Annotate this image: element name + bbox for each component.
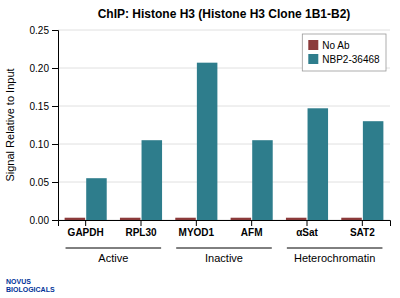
x-tick-mark — [196, 220, 197, 226]
y-tick: 0.00 — [30, 215, 58, 226]
legend-swatch — [308, 54, 318, 64]
y-tick: 0.10 — [30, 139, 58, 150]
legend-item: No Ab — [308, 40, 350, 51]
x-tick: MYOD1 — [179, 220, 215, 238]
x-tick: αSat — [296, 220, 318, 238]
bar — [120, 218, 141, 220]
chart: 0.00 0.05 0.10 0.15 0.20 0.25 GAPDH RPL30 MYOD1 A… — [0, 0, 400, 298]
bar — [65, 218, 86, 220]
bar — [197, 63, 218, 220]
y-tick-mark — [52, 144, 58, 145]
y-tick-label: 0.25 — [30, 25, 50, 36]
y-tick-label: 0.05 — [30, 177, 50, 188]
y-tick-mark — [52, 182, 58, 183]
x-axis-line — [59, 221, 391, 227]
x-tick-mark — [141, 220, 142, 226]
x-tick: GAPDH — [68, 220, 104, 238]
y-tick: 0.25 — [30, 25, 58, 36]
x-tick-label: RPL30 — [125, 227, 157, 238]
y-tick-mark — [52, 106, 58, 107]
legend-label: No Ab — [322, 40, 350, 51]
x-tick: RPL30 — [125, 220, 157, 238]
group-bracket — [176, 248, 272, 249]
bar — [363, 121, 384, 220]
bar — [86, 178, 107, 220]
grid — [58, 30, 390, 220]
grid-line — [58, 106, 390, 107]
y-tick-label: 0.20 — [30, 63, 50, 74]
legend-label: NBP2-36468 — [322, 54, 380, 65]
legend-frame — [302, 34, 386, 71]
x-tick-label: AFM — [241, 227, 263, 238]
legend-item: NBP2-36468 — [308, 54, 380, 65]
y-axis-title: Signal Relative to Input — [4, 68, 16, 181]
bars — [65, 63, 384, 220]
x-tick-label: GAPDH — [68, 227, 104, 238]
group-label: Inactive — [205, 252, 243, 264]
bar — [286, 218, 307, 220]
y-tick-label: 0.15 — [30, 101, 50, 112]
bar — [341, 218, 362, 220]
bar — [231, 218, 252, 220]
y-tick: 0.15 — [30, 101, 58, 112]
grid-line — [58, 30, 390, 31]
legend-swatch — [308, 40, 318, 50]
group-bracket — [66, 248, 162, 249]
y-tick: 0.20 — [30, 63, 58, 74]
group-label: Heterochromatin — [294, 252, 375, 264]
plot: 0.00 0.05 0.10 0.15 0.20 0.25 GAPDH RPL30 MYOD1 A… — [30, 25, 391, 264]
x-tick-mark — [307, 220, 308, 226]
y-tick-mark — [52, 220, 58, 221]
group-label: Active — [98, 252, 128, 264]
y-tick-label: 0.10 — [30, 139, 50, 150]
x-tick-label: SAT2 — [350, 227, 375, 238]
bar — [252, 140, 273, 220]
bar-series — [86, 63, 383, 220]
bar — [308, 108, 329, 220]
group-bracket — [287, 248, 383, 249]
x-tick-label: MYOD1 — [179, 227, 215, 238]
x-tick: AFM — [241, 220, 263, 238]
legend: No Ab NBP2-36468 — [302, 34, 386, 71]
x-tick-mark — [85, 220, 86, 226]
grid-line — [58, 182, 390, 183]
x-tick-mark — [362, 220, 363, 226]
y-tick: 0.05 — [30, 177, 58, 188]
x-tick-label: αSat — [296, 227, 318, 238]
y-axis-line — [52, 31, 59, 221]
y-tick-label: 0.00 — [30, 215, 50, 226]
grid-line — [58, 144, 390, 145]
y-axis: 0.00 0.05 0.10 0.15 0.20 0.25 — [30, 25, 59, 226]
x-tick: SAT2 — [350, 220, 375, 238]
bar — [175, 218, 196, 220]
title: ChIP: Histone H3 (Histone H3 Clone 1B1-B… — [98, 7, 351, 21]
logo-text: NOVUSBIOLOGICALS — [6, 278, 55, 293]
y-tick-mark — [52, 68, 58, 69]
bar — [142, 140, 163, 220]
y-tick-mark — [52, 30, 58, 31]
x-tick-mark — [251, 220, 252, 226]
x-axis: GAPDH RPL30 MYOD1 AFM αSat SAT2 — [59, 220, 391, 238]
